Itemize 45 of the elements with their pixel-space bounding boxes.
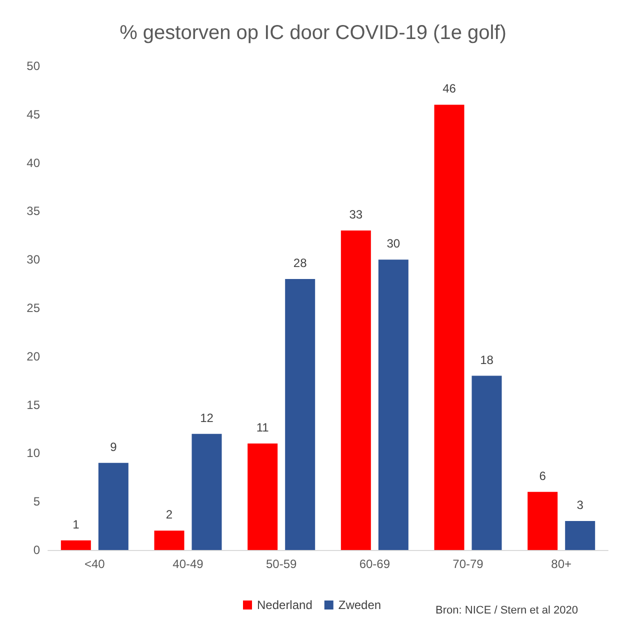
bar	[248, 444, 278, 550]
data-label: 18	[480, 352, 494, 367]
data-label: 30	[386, 236, 400, 251]
y-tick-label: 45	[26, 107, 40, 122]
bar	[340, 230, 371, 550]
y-tick-label: 5	[33, 494, 40, 509]
y-tick-label: 40	[26, 156, 40, 170]
bar	[378, 260, 408, 550]
x-tick-label: 40-49	[172, 557, 204, 571]
data-label: 46	[442, 82, 456, 96]
data-label: 28	[293, 256, 308, 270]
x-tick-label: 70-79	[452, 557, 484, 571]
y-tick-label: 35	[26, 204, 40, 218]
data-label: 9	[110, 440, 118, 454]
data-label: 3	[576, 498, 584, 512]
bar	[192, 434, 222, 550]
data-label: 11	[256, 420, 270, 435]
x-tick-label: 60-69	[359, 557, 390, 571]
y-tick-label: 50	[26, 59, 40, 73]
bar	[565, 520, 596, 550]
bar	[285, 278, 316, 550]
bar	[472, 376, 502, 550]
y-tick-label: 25	[26, 301, 40, 315]
bar	[434, 104, 464, 550]
x-tick-label: 50-59	[266, 557, 297, 571]
data-label: 1	[72, 517, 80, 532]
data-label: 12	[200, 410, 214, 425]
data-label: 2	[166, 508, 173, 522]
chart-title: % gestorven op IC door COVID-19 (1e golf)	[120, 22, 506, 44]
text: Bron: NICE / Stern et al 2020	[436, 604, 578, 616]
y-tick-label: 20	[26, 349, 40, 364]
x-tick-label: <40	[84, 557, 106, 571]
bar	[154, 530, 184, 550]
bar	[528, 492, 558, 550]
legend-label: Nederland	[257, 598, 312, 612]
data-label: 6	[539, 468, 546, 483]
x-tick-label: 80+	[551, 557, 572, 571]
bar	[60, 540, 91, 550]
data-label: 33	[349, 208, 363, 222]
bar	[98, 462, 128, 550]
y-tick-label: 10	[26, 446, 40, 460]
legend-label: Zweden	[338, 598, 382, 612]
y-tick-label: 15	[26, 398, 40, 412]
y-tick-label: 30	[26, 252, 40, 267]
y-tick-label: 0	[33, 543, 40, 557]
